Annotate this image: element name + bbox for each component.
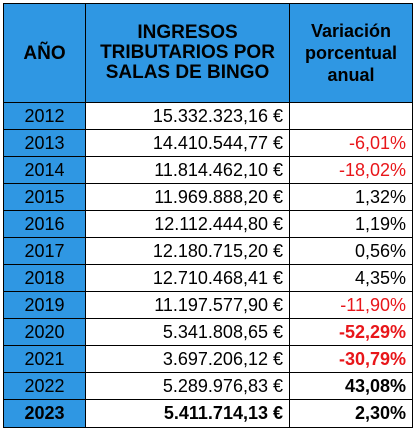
table-row: 2017 12.180.715,20 € 0,56% bbox=[3, 237, 413, 265]
table-row: 2015 11.969.888,20 € 1,32% bbox=[3, 183, 413, 211]
variation-cell: -30,79% bbox=[289, 345, 413, 373]
variation-cell: 4,35% bbox=[289, 264, 413, 292]
year-cell: 2017 bbox=[3, 237, 86, 265]
variation-cell: -18,02% bbox=[289, 156, 413, 184]
income-cell: 14.410.544,77 € bbox=[85, 129, 290, 157]
year-cell: 2014 bbox=[3, 156, 86, 184]
variation-cell: 0,56% bbox=[289, 237, 413, 265]
table-row: 2012 15.332.323,16 € bbox=[3, 102, 413, 130]
header-year: AÑO bbox=[3, 3, 86, 103]
year-cell: 2019 bbox=[3, 291, 86, 319]
header-variation: Variación porcentual anual bbox=[289, 3, 413, 103]
year-cell: 2012 bbox=[3, 102, 86, 130]
income-cell: 15.332.323,16 € bbox=[85, 102, 290, 130]
table-row: 2019 11.197.577,90 € -11,90% bbox=[3, 291, 413, 319]
income-cell: 12.710.468,41 € bbox=[85, 264, 290, 292]
income-cell: 11.197.577,90 € bbox=[85, 291, 290, 319]
variation-cell: -6,01% bbox=[289, 129, 413, 157]
year-cell: 2023 bbox=[3, 399, 86, 428]
income-cell: 12.180.715,20 € bbox=[85, 237, 290, 265]
variation-cell bbox=[289, 102, 413, 130]
variation-cell: 1,32% bbox=[289, 183, 413, 211]
table-row: 2021 3.697.206,12 € -30,79% bbox=[3, 345, 413, 373]
year-cell: 2021 bbox=[3, 345, 86, 373]
income-cell: 12.112.444,80 € bbox=[85, 210, 290, 238]
variation-cell: 43,08% bbox=[289, 372, 413, 400]
variation-cell: -11,90% bbox=[289, 291, 413, 319]
table-row: 2016 12.112.444,80 € 1,19% bbox=[3, 210, 413, 238]
table-row: 2018 12.710.468,41 € 4,35% bbox=[3, 264, 413, 292]
table-header-row: AÑO INGRESOS TRIBUTARIOS POR SALAS DE BI… bbox=[3, 3, 413, 103]
variation-cell: -52,29% bbox=[289, 318, 413, 346]
year-cell: 2013 bbox=[3, 129, 86, 157]
table-row: 2013 14.410.544,77 € -6,01% bbox=[3, 129, 413, 157]
income-cell: 5.341.808,65 € bbox=[85, 318, 290, 346]
income-cell: 5.411.714,13 € bbox=[85, 399, 290, 428]
variation-cell: 1,19% bbox=[289, 210, 413, 238]
income-cell: 11.814.462,10 € bbox=[85, 156, 290, 184]
table-row: 2022 5.289.976,83 € 43,08% bbox=[3, 372, 413, 400]
year-cell: 2015 bbox=[3, 183, 86, 211]
income-cell: 5.289.976,83 € bbox=[85, 372, 290, 400]
year-cell: 2018 bbox=[3, 264, 86, 292]
year-cell: 2020 bbox=[3, 318, 86, 346]
variation-cell: 2,30% bbox=[289, 399, 413, 428]
bingo-income-table: AÑO INGRESOS TRIBUTARIOS POR SALAS DE BI… bbox=[3, 3, 413, 428]
year-cell: 2016 bbox=[3, 210, 86, 238]
income-cell: 11.969.888,20 € bbox=[85, 183, 290, 211]
header-income: INGRESOS TRIBUTARIOS POR SALAS DE BINGO bbox=[85, 3, 290, 103]
income-cell: 3.697.206,12 € bbox=[85, 345, 290, 373]
year-cell: 2022 bbox=[3, 372, 86, 400]
table-row-highlight: 2023 5.411.714,13 € 2,30% bbox=[3, 399, 413, 428]
table-row: 2020 5.341.808,65 € -52,29% bbox=[3, 318, 413, 346]
table-row: 2014 11.814.462,10 € -18,02% bbox=[3, 156, 413, 184]
